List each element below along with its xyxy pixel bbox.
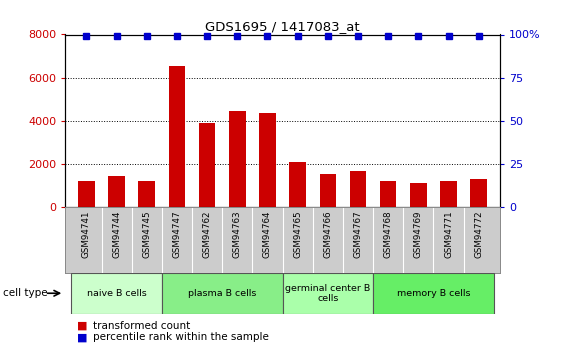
Bar	[440, 181, 457, 207]
Text: GSM94763: GSM94763	[233, 210, 242, 258]
Text: percentile rank within the sample: percentile rank within the sample	[93, 333, 269, 342]
Title: GDS1695 / 1417083_at: GDS1695 / 1417083_at	[205, 20, 360, 33]
Text: transformed count: transformed count	[93, 321, 190, 331]
Text: memory B cells: memory B cells	[396, 289, 470, 298]
Bar	[470, 179, 487, 207]
Text: germinal center B
cells: germinal center B cells	[285, 284, 370, 303]
Text: GSM94767: GSM94767	[353, 210, 362, 258]
Bar	[72, 273, 162, 314]
Text: GSM94762: GSM94762	[203, 210, 212, 258]
Bar	[373, 273, 494, 314]
Bar	[108, 176, 125, 207]
Bar	[162, 273, 283, 314]
Text: GSM94768: GSM94768	[384, 210, 392, 258]
Bar	[350, 171, 366, 207]
Text: GSM94772: GSM94772	[474, 210, 483, 258]
Bar	[410, 183, 427, 207]
Text: GSM94766: GSM94766	[323, 210, 332, 258]
Bar	[169, 66, 185, 207]
Bar	[199, 123, 215, 207]
Text: GSM94744: GSM94744	[112, 210, 121, 258]
Bar	[283, 273, 373, 314]
Text: naive B cells: naive B cells	[87, 289, 147, 298]
Bar	[139, 181, 155, 207]
Bar	[78, 181, 95, 207]
Text: ■: ■	[77, 333, 87, 342]
Text: ■: ■	[77, 321, 87, 331]
Bar	[380, 181, 396, 207]
Text: cell type: cell type	[3, 288, 48, 298]
Bar	[229, 111, 245, 207]
Text: plasma B cells: plasma B cells	[188, 289, 256, 298]
Bar	[320, 174, 336, 207]
Bar	[259, 113, 276, 207]
Text: GSM94747: GSM94747	[173, 210, 181, 258]
Text: GSM94745: GSM94745	[143, 210, 151, 258]
Text: GSM94769: GSM94769	[414, 210, 423, 258]
Text: GSM94764: GSM94764	[263, 210, 272, 258]
Text: GSM94771: GSM94771	[444, 210, 453, 258]
Text: GSM94765: GSM94765	[293, 210, 302, 258]
Bar	[289, 162, 306, 207]
Text: GSM94741: GSM94741	[82, 210, 91, 258]
